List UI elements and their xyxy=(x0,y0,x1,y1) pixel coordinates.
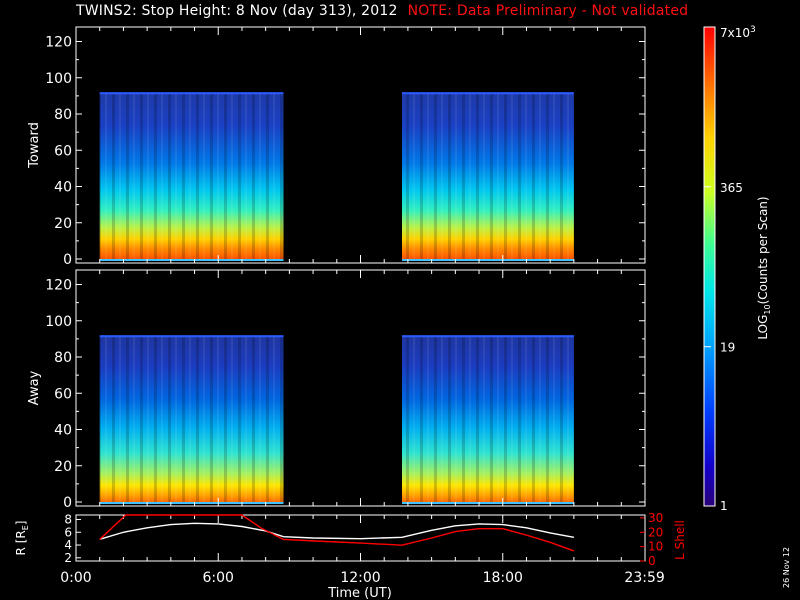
toward-y-axis: 0 20 40 60 80 100 120 xyxy=(45,27,646,268)
r-tick-label: 4 xyxy=(64,538,72,552)
lshell-tick-label: 30 xyxy=(648,511,663,525)
lshell-tick-label: 20 xyxy=(648,525,663,539)
colorbar-fill xyxy=(704,27,715,506)
date-stamp: 26 Nov 12 xyxy=(782,546,791,588)
colorbar-label: LOG10(Counts per Scan) xyxy=(756,196,772,339)
heatmap-top-edge xyxy=(401,92,574,95)
y-tick-label: 0 xyxy=(63,495,72,511)
y-tick-label: 20 xyxy=(54,459,72,475)
heatmap-top-edge xyxy=(99,335,284,338)
heatmap-texture xyxy=(99,335,284,504)
x-tick-label: 12:00 xyxy=(340,570,380,586)
chart-title: TWINS2: Stop Height: 8 Nov (day 313), 20… xyxy=(76,3,688,19)
heatmap-top-edge xyxy=(401,335,574,338)
away-ylabel: Away xyxy=(27,370,42,405)
x-tick-label: 6:00 xyxy=(203,570,234,586)
x-tick-label: 0:00 xyxy=(60,570,91,586)
away-y-axis: 0 20 40 60 80 100 120 xyxy=(45,270,646,511)
y-tick-label: 0 xyxy=(63,252,72,268)
colorbar-ticks: 1 19 365 7x103 xyxy=(704,25,756,513)
colorbar-tick-exponent: 3 xyxy=(750,25,756,35)
y-tick-label: 100 xyxy=(45,71,72,87)
r-tick-label: 8 xyxy=(64,512,72,526)
y-tick-label: 80 xyxy=(54,107,72,123)
r-series-line xyxy=(99,522,575,540)
heatmap-bottom-edge xyxy=(401,502,574,504)
x-axis-label: Time (UT) xyxy=(327,586,392,600)
colorbar-tick-label: 19 xyxy=(720,341,735,355)
lshell-series-line xyxy=(99,514,575,552)
panel-away: 0 20 40 60 80 100 120 Away xyxy=(27,269,646,511)
heatmap-texture xyxy=(99,92,284,261)
heatmap-bottom-edge xyxy=(99,502,284,504)
y-tick-label: 120 xyxy=(45,278,72,294)
colorbar-tick-label: 1 xyxy=(720,499,728,513)
toward-heatmap xyxy=(99,92,574,261)
panel-toward: 0 20 40 60 80 100 120 Toward xyxy=(27,26,646,268)
y-tick-label: 40 xyxy=(54,423,72,439)
y-tick-label: 60 xyxy=(54,143,72,159)
chart-title-main: TWINS2: Stop Height: 8 Nov (day 313), 20… xyxy=(76,3,398,19)
orbit-right-label: L Shell xyxy=(673,520,687,560)
away-heatmap xyxy=(99,335,574,504)
y-tick-label: 80 xyxy=(54,350,72,366)
y-tick-label: 100 xyxy=(45,314,72,330)
x-tick-label: 23:59 xyxy=(624,570,664,586)
colorbar: 1 19 365 7x103 LOG10(Counts per Scan) xyxy=(703,25,772,513)
colorbar-tick-label: 365 xyxy=(720,181,743,195)
y-tick-label: 120 xyxy=(45,35,72,51)
lshell-tick-label: 0 xyxy=(648,554,656,568)
orbit-left-label: R [RE] xyxy=(14,521,30,556)
x-tick-label: 18:00 xyxy=(483,570,523,586)
lshell-tick-label: 10 xyxy=(648,540,663,554)
preliminary-note: NOTE: Data Preliminary - Not validated xyxy=(407,3,689,19)
r-tick-label: 2 xyxy=(64,551,72,565)
heatmap-bottom-edge xyxy=(401,259,574,261)
heatmap-texture xyxy=(401,92,574,261)
y-tick-label: 60 xyxy=(54,386,72,402)
y-tick-label: 20 xyxy=(54,216,72,232)
colorbar-tick-label: 7x103 xyxy=(720,25,756,40)
heatmap-bottom-edge xyxy=(99,259,284,261)
heatmap-texture xyxy=(401,335,574,504)
y-tick-label: 40 xyxy=(54,180,72,196)
heatmap-top-edge xyxy=(99,92,284,95)
r-tick-label: 6 xyxy=(64,525,72,539)
toward-ylabel: Toward xyxy=(27,122,42,169)
